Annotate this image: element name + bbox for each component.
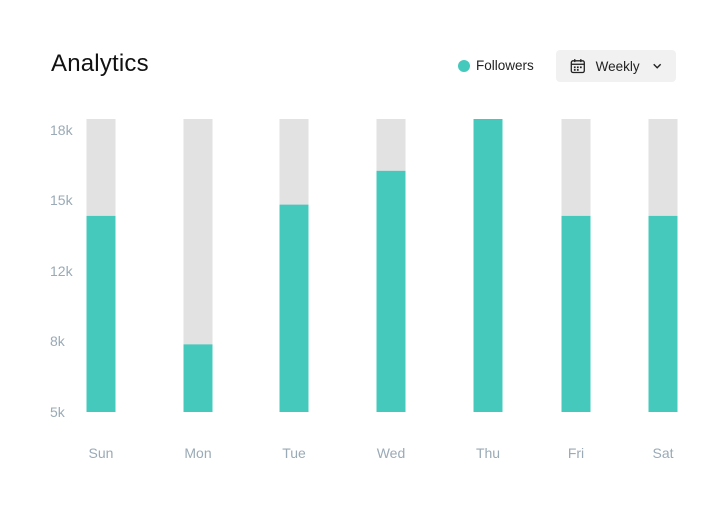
y-tick-label: 5k	[50, 404, 66, 420]
bar-sun[interactable]	[86, 215, 116, 412]
legend-label: Followers	[476, 58, 534, 73]
bar-fri[interactable]	[561, 215, 591, 412]
x-tick-label: Thu	[476, 445, 500, 461]
x-tick-label: Sun	[89, 445, 114, 461]
chart-legend: Followers	[458, 58, 534, 73]
y-tick-label: 12k	[50, 263, 74, 279]
period-dropdown[interactable]: Weekly	[556, 50, 676, 82]
legend-dot-icon	[458, 59, 470, 72]
x-tick-label: Mon	[184, 445, 211, 461]
x-tick-label: Sat	[652, 445, 673, 461]
bar-sat[interactable]	[648, 215, 678, 412]
bar-wed[interactable]	[376, 170, 406, 412]
y-tick-label: 18k	[50, 122, 74, 138]
bar-thu[interactable]	[473, 119, 503, 412]
x-tick-label: Tue	[282, 445, 306, 461]
y-tick-label: 8k	[50, 333, 66, 349]
x-tick-label: Fri	[568, 445, 584, 461]
bar-mon[interactable]	[183, 344, 213, 412]
bar-tue[interactable]	[279, 204, 309, 412]
calendar-icon	[570, 59, 585, 74]
y-tick-label: 15k	[50, 192, 74, 208]
x-tick-label: Wed	[377, 445, 406, 461]
chevron-down-icon	[652, 63, 661, 69]
page-title: Analytics	[51, 50, 149, 77]
dropdown-label: Weekly	[595, 58, 640, 74]
